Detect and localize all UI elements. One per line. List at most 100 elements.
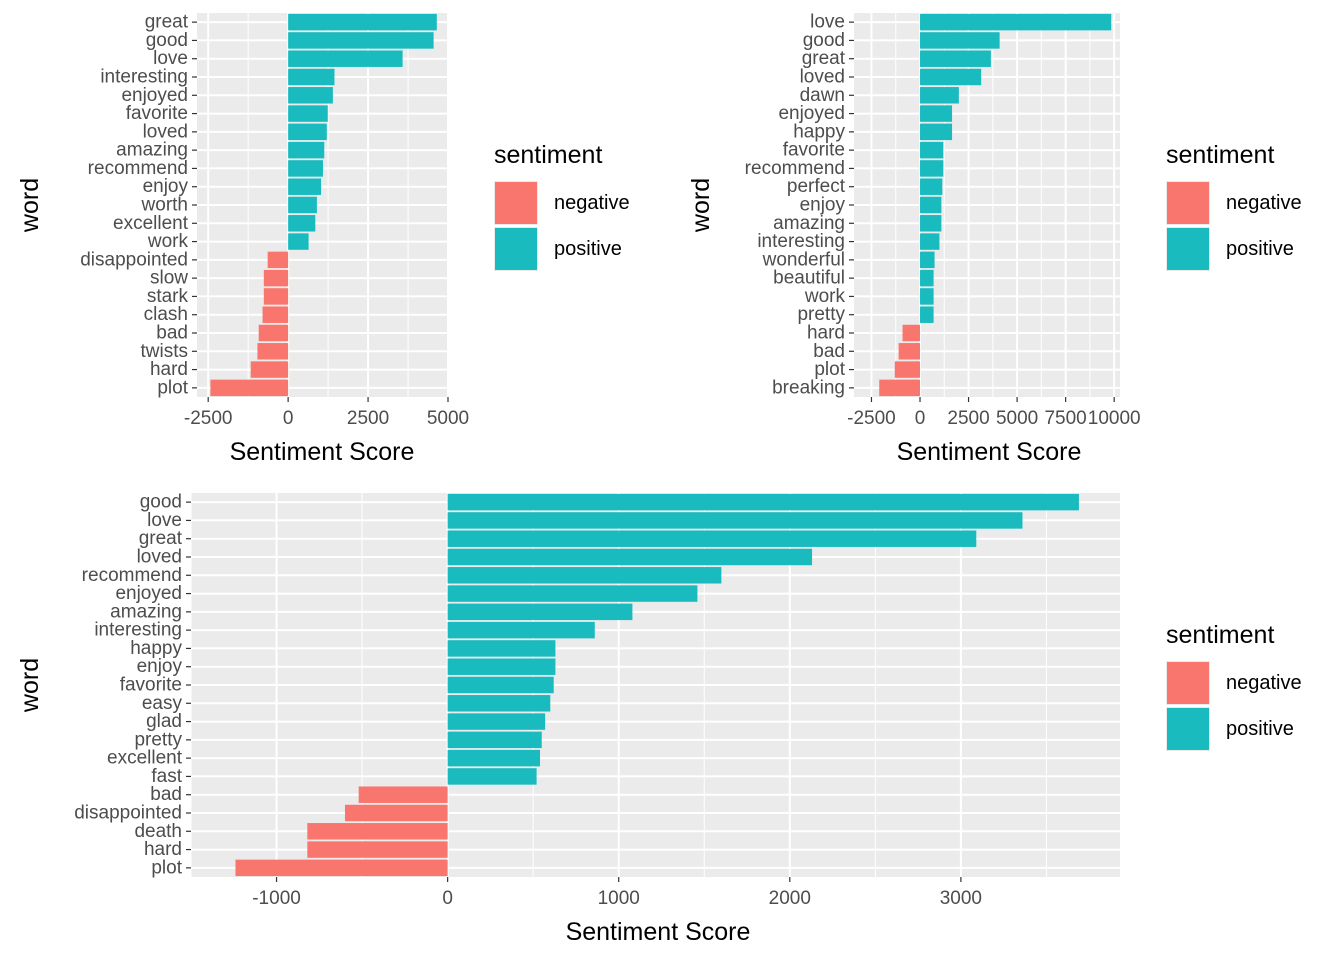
bar-good: [920, 32, 1000, 49]
bar-hard: [250, 361, 289, 378]
bar-plot: [894, 361, 921, 378]
y-tick-label: interesting: [757, 231, 845, 252]
y-tick-label: amazing: [773, 213, 845, 234]
chart-2: lovegoodgreatloveddawnenjoyedhappyfavori…: [687, 12, 1302, 466]
y-tick-label: plot: [151, 857, 182, 878]
bar-great: [447, 530, 977, 547]
y-tick-label: loved: [143, 121, 188, 142]
y-tick-label: interesting: [100, 67, 188, 88]
bar-hard: [902, 324, 921, 342]
y-tick-label: loved: [137, 547, 182, 568]
y-tick-label: pretty: [797, 304, 845, 325]
bar-beautiful: [920, 269, 934, 287]
y-tick-label: great: [139, 528, 183, 549]
bar-love: [288, 50, 403, 67]
y-tick-label: death: [134, 821, 182, 842]
bar-stark: [263, 288, 289, 305]
bar-favorite: [447, 676, 554, 694]
y-tick-label: amazing: [116, 140, 188, 161]
bar-love: [920, 13, 1112, 31]
y-tick-label: amazing: [110, 601, 182, 622]
bar-bad: [258, 324, 289, 342]
bar-wonderful: [920, 251, 935, 269]
x-tick-label: 1000: [598, 888, 640, 909]
y-tick-label: breaking: [772, 377, 845, 398]
bar-dawn: [920, 87, 959, 104]
y-tick-label: bad: [156, 323, 188, 344]
x-tick-label: 5000: [427, 408, 469, 429]
bar-love: [447, 512, 1023, 529]
x-tick-label: 0: [442, 888, 453, 909]
y-tick-label: hard: [807, 323, 845, 344]
y-tick-label: good: [140, 492, 182, 513]
y-tick-label: enjoy: [143, 176, 189, 197]
bar-excellent: [288, 215, 316, 232]
bar-interesting: [447, 621, 595, 639]
bar-enjoy: [447, 658, 556, 675]
y-tick-label: dawn: [800, 85, 845, 106]
y-tick-label: recommend: [745, 158, 845, 179]
y-tick-label: work: [147, 231, 189, 252]
bar-happy: [920, 123, 953, 141]
x-tick-label: 2000: [769, 888, 811, 909]
bar-hard: [307, 841, 448, 858]
y-tick-label: happy: [130, 638, 182, 659]
bar-clash: [262, 306, 289, 323]
y-tick-label: hard: [150, 359, 188, 380]
bar-plot: [210, 379, 289, 397]
bar-recommend: [288, 160, 323, 177]
legend-key-positive: [1167, 228, 1209, 270]
bar-plot: [235, 859, 448, 877]
legend: sentiment negative positive: [1166, 141, 1302, 271]
bar-enjoyed: [288, 87, 333, 104]
bar-enjoy: [288, 178, 322, 195]
bar-bad: [358, 786, 448, 803]
y-tick-label: recommend: [82, 565, 182, 586]
y-tick-label: love: [810, 12, 845, 33]
bar-slow: [263, 269, 289, 287]
bar-great: [920, 50, 991, 67]
bar-good: [447, 493, 1079, 511]
legend-label-negative: negative: [1226, 672, 1302, 694]
y-tick-label: interesting: [94, 620, 182, 641]
y-tick-label: bad: [150, 784, 182, 805]
y-tick-label: perfect: [787, 176, 846, 197]
x-axis-title: Sentiment Score: [897, 438, 1082, 466]
bar-perfect: [920, 178, 943, 195]
bar-work: [920, 288, 934, 305]
y-tick-label: hard: [144, 839, 182, 860]
bar-twists: [257, 343, 289, 360]
bar-loved: [920, 68, 982, 86]
y-tick-label: twists: [141, 341, 189, 362]
chart-1: greatgoodloveinterestingenjoyedfavoritel…: [16, 12, 630, 466]
bar-breaking: [879, 379, 921, 397]
bar-bad: [898, 343, 921, 360]
y-tick-label: excellent: [107, 748, 183, 769]
bar-disappointed: [344, 804, 448, 822]
y-tick-label: excellent: [113, 213, 189, 234]
x-tick-label: 0: [915, 408, 926, 429]
y-axis-title: word: [687, 178, 715, 233]
y-tick-label: great: [802, 48, 846, 69]
bar-worth: [288, 196, 317, 214]
legend-label-positive: positive: [1226, 238, 1294, 260]
legend-label-negative: negative: [554, 192, 630, 214]
y-tick-label: good: [146, 30, 188, 51]
x-tick-label: 5000: [996, 408, 1038, 429]
bar-favorite: [920, 141, 944, 159]
bar-death: [307, 823, 448, 840]
bar-amazing: [447, 603, 633, 621]
bar-great: [288, 13, 437, 31]
y-tick-label: recommend: [88, 158, 188, 179]
y-tick-label: beautiful: [773, 268, 845, 289]
bar-enjoy: [920, 196, 942, 214]
bar-happy: [447, 640, 556, 657]
y-tick-label: favorite: [120, 675, 182, 696]
y-tick-label: favorite: [783, 140, 845, 161]
legend-title: sentiment: [1166, 621, 1274, 649]
bar-glad: [447, 713, 546, 730]
x-tick-label: -1000: [252, 888, 301, 909]
y-tick-label: easy: [142, 693, 183, 714]
legend-label-positive: positive: [554, 238, 622, 260]
